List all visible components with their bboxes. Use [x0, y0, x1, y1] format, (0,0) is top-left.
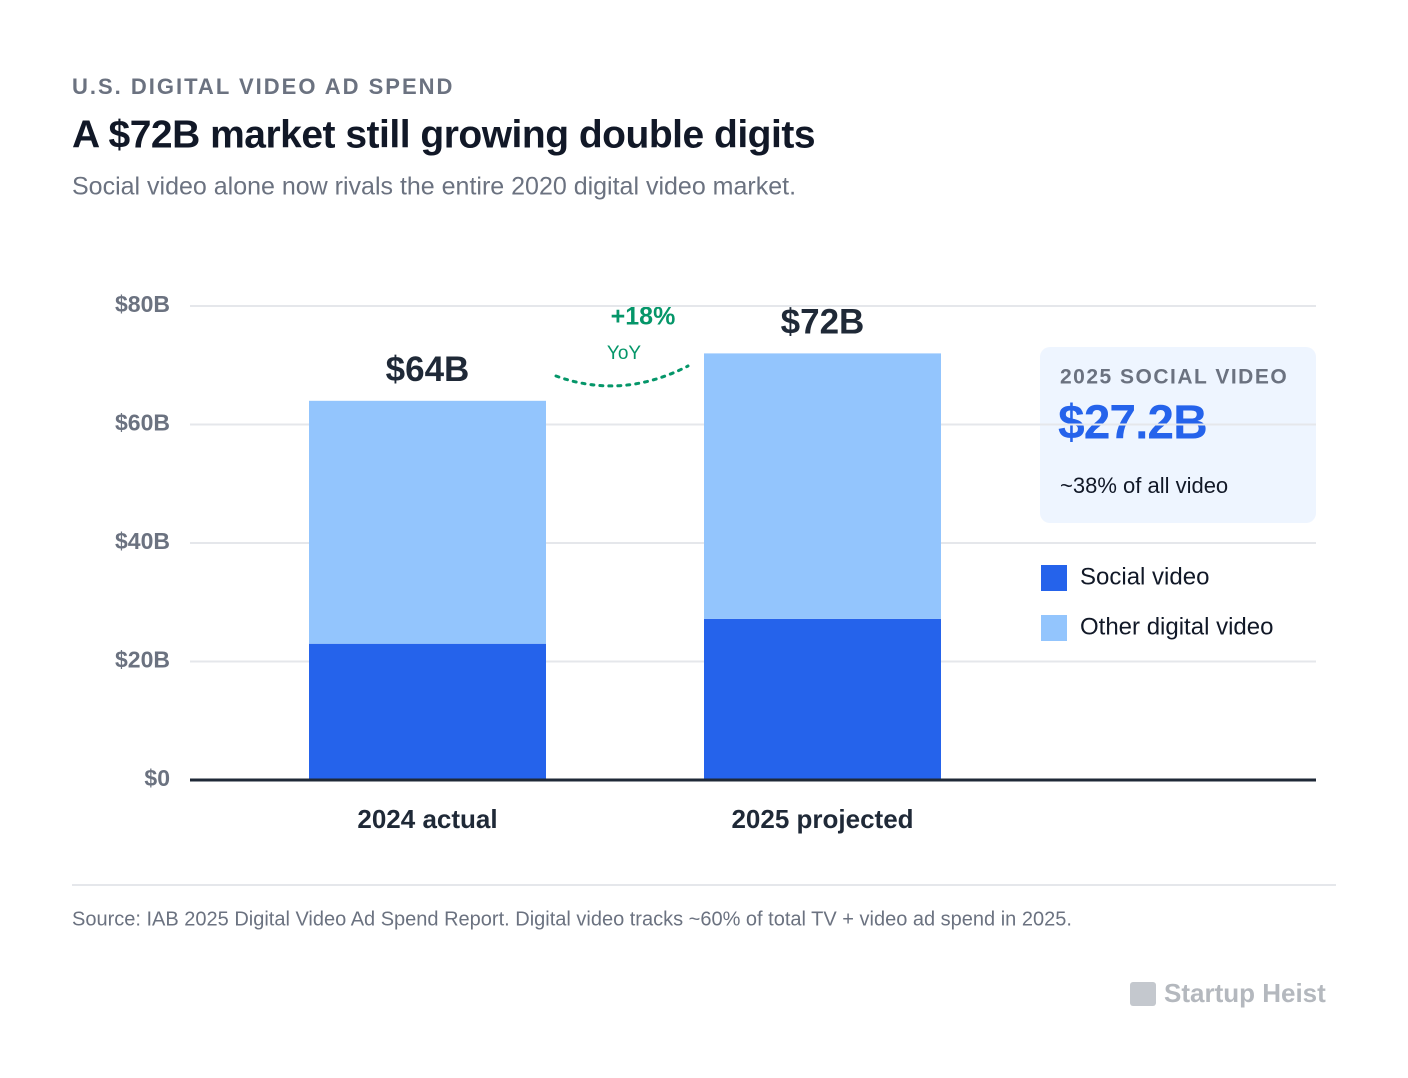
callout-title: 2025 SOCIAL VIDEO	[1060, 366, 1288, 389]
annotation-value: +18%	[611, 303, 676, 331]
subtitle: Social video alone now rivals the entire…	[72, 173, 796, 201]
yoy-arc	[554, 364, 690, 388]
source: Source: IAB 2025 Digital Video Ad Spend …	[72, 908, 1072, 930]
callout-value: $27.2B	[1058, 397, 1207, 450]
x-tick-label: 2024 actual	[357, 804, 497, 834]
title: A $72B market still growing double digit…	[72, 113, 815, 156]
brand-icon	[1130, 982, 1156, 1006]
total-label: $64B	[386, 350, 470, 389]
y-tick-label: $20B	[115, 647, 170, 673]
eyebrow: U.S. DIGITAL VIDEO AD SPEND	[72, 74, 454, 99]
bar-segment	[704, 618, 941, 780]
callout-note: ~38% of all video	[1060, 473, 1228, 498]
legend-label: Social video	[1080, 563, 1209, 590]
bar-segment	[704, 353, 941, 619]
callout-box	[1040, 347, 1316, 523]
y-tick-label: $40B	[115, 528, 170, 554]
legend-swatch	[1041, 615, 1067, 641]
bar-segment	[309, 643, 546, 780]
legend-label: Other digital video	[1080, 613, 1273, 640]
y-tick-label: $80B	[115, 291, 170, 317]
brand: Startup Heist	[1164, 978, 1326, 1008]
legend-swatch	[1041, 565, 1067, 591]
x-tick-label: 2025 projected	[731, 804, 913, 834]
total-label: $72B	[781, 303, 865, 342]
y-tick-label: $0	[144, 765, 170, 791]
y-tick-label: $60B	[115, 410, 170, 436]
bar-segment	[309, 400, 546, 644]
annotation-label: YoY	[607, 343, 641, 364]
